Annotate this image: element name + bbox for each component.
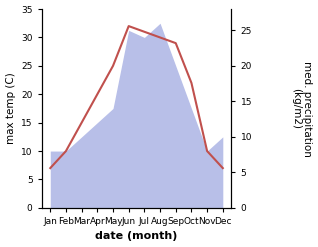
X-axis label: date (month): date (month) (95, 231, 178, 242)
Y-axis label: med. precipitation
(kg/m2): med. precipitation (kg/m2) (291, 61, 313, 156)
Y-axis label: max temp (C): max temp (C) (5, 73, 16, 144)
